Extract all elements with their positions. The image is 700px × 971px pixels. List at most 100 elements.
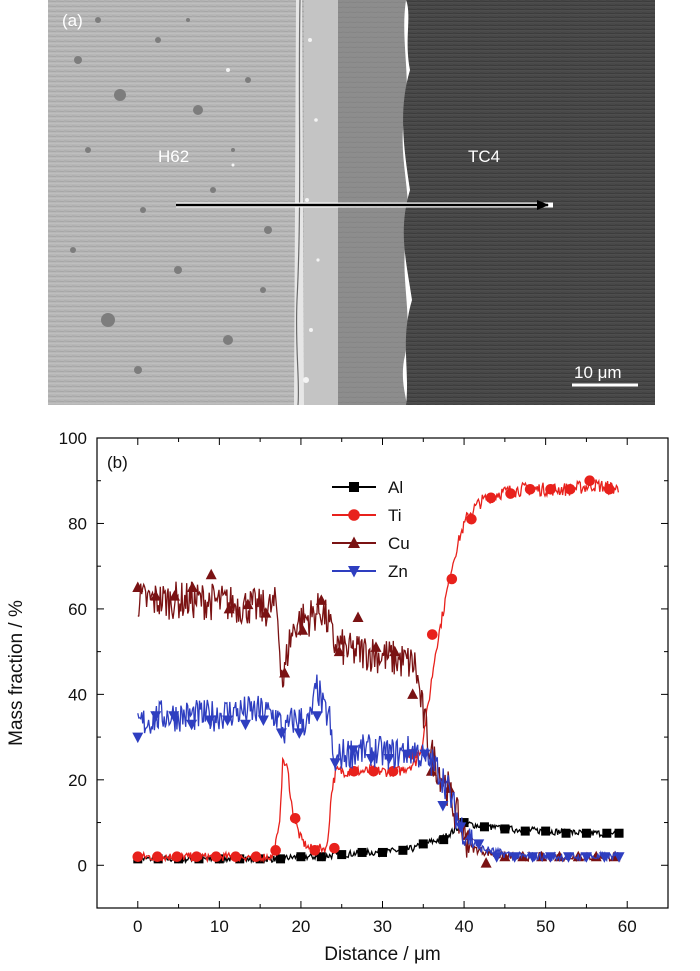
y-tick-label: 0 (78, 856, 87, 875)
legend-label: Al (388, 478, 403, 497)
x-tick-label: 10 (210, 917, 229, 936)
panel-a-label: (a) (62, 11, 83, 30)
data-marker (210, 851, 222, 863)
data-marker (426, 629, 438, 640)
data-marker (309, 845, 321, 856)
data-marker (270, 845, 281, 856)
data-marker (242, 598, 254, 610)
data-marker (401, 749, 413, 761)
data-marker (352, 611, 364, 622)
data-marker (348, 566, 360, 578)
x-tick-label: 0 (133, 917, 142, 936)
data-marker (614, 828, 624, 838)
data-marker (357, 847, 367, 857)
data-marker (297, 624, 309, 635)
data-marker (191, 851, 202, 863)
data-marker (275, 728, 287, 739)
data-marker (473, 839, 485, 850)
y-tick-label: 100 (59, 429, 87, 448)
data-marker (348, 765, 360, 777)
data-marker (276, 854, 286, 864)
legend-label: Ti (388, 506, 402, 525)
x-tick-label: 60 (618, 917, 637, 936)
data-marker (230, 851, 241, 863)
x-tick-label: 50 (536, 917, 555, 936)
data-marker (239, 719, 251, 731)
data-marker (439, 835, 449, 845)
data-marker (168, 711, 180, 722)
data-marker (517, 850, 529, 862)
data-marker (419, 749, 431, 761)
data-marker (378, 847, 387, 857)
data-marker (260, 607, 272, 618)
data-marker (562, 852, 574, 863)
data-marker (250, 851, 262, 863)
series-ti (132, 475, 620, 864)
line-chart: 0 10 20 30 40 50 60 0 20 40 60 80 100 (b) Distance /… (6, 429, 669, 965)
legend-label: Cu (388, 534, 410, 553)
data-marker (598, 852, 610, 863)
data-marker (584, 475, 595, 487)
data-marker (509, 852, 521, 863)
data-marker (150, 590, 162, 601)
data-marker (257, 715, 269, 726)
data-marker (132, 732, 144, 744)
data-marker (466, 513, 477, 525)
data-marker (222, 715, 234, 726)
x-tick-label: 40 (455, 917, 474, 936)
x-tick-label: 20 (291, 917, 310, 936)
x-tick-label: 30 (373, 917, 392, 936)
y-tick-label: 20 (68, 771, 87, 790)
y-tick-label: 80 (68, 514, 87, 533)
data-marker (348, 509, 360, 521)
data-marker (561, 828, 571, 838)
data-marker (485, 492, 497, 504)
data-marker (446, 573, 458, 585)
data-marker (296, 852, 306, 862)
micrograph-image: (a) H62 TC4 10 μm (48, 0, 655, 406)
x-axis-title: Distance / μm (324, 944, 441, 965)
data-marker (545, 483, 556, 495)
data-marker (541, 826, 551, 836)
data-marker (204, 715, 216, 726)
y-tick-label: 60 (68, 600, 87, 619)
bright-particles (226, 38, 320, 383)
data-marker (171, 851, 183, 863)
data-marker (500, 824, 510, 834)
data-marker (329, 842, 340, 854)
panel-b-label: (b) (107, 453, 128, 472)
data-marker (387, 765, 399, 777)
legend-item-al: Al (332, 478, 403, 497)
data-marker (602, 828, 612, 838)
data-marker (370, 641, 382, 652)
data-marker (407, 688, 419, 699)
data-marker (368, 765, 379, 777)
data-marker (505, 488, 516, 499)
data-marker (347, 745, 359, 756)
data-marker (520, 826, 530, 836)
data-marker (398, 845, 408, 855)
data-marker (150, 711, 162, 722)
data-marker (603, 483, 615, 495)
data-marker (389, 645, 401, 657)
legend-item-cu: Cu (332, 534, 410, 553)
data-marker (186, 719, 198, 731)
data-marker (383, 753, 395, 765)
legend-item-zn: Zn (332, 562, 408, 581)
data-marker (223, 602, 235, 614)
data-marker (365, 753, 377, 765)
data-marker (418, 839, 428, 849)
data-marker (316, 852, 326, 862)
data-marker (479, 822, 489, 832)
data-marker (527, 852, 539, 863)
micrograph-panel: (a) H62 TC4 10 μm (48, 0, 655, 406)
data-marker (545, 852, 557, 863)
chart-panel: 0 10 20 30 40 50 60 0 20 40 60 80 100 (b) Distance /… (0, 405, 700, 966)
data-marker (132, 581, 144, 593)
data-marker (289, 812, 301, 824)
data-marker (564, 483, 576, 495)
data-marker (279, 667, 291, 678)
y-tick-label: 40 (68, 685, 87, 704)
data-marker (186, 581, 198, 593)
data-marker (152, 851, 163, 863)
